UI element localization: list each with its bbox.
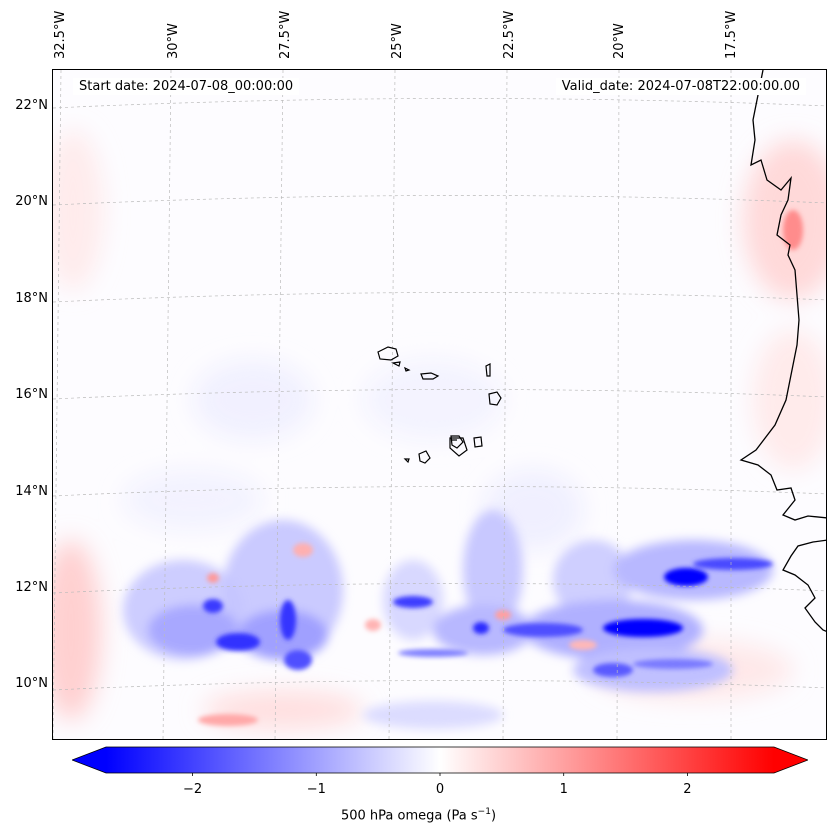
coastline-africa [739,70,826,521]
lat-label-20n: 20°N [15,194,48,209]
lat-label-16n: 16°N [15,387,48,402]
lat-label-12n: 12°N [15,580,48,595]
colorbar-label-close: ) [490,808,497,824]
cb-tick-label-2: 2 [683,782,692,797]
cb-tick-label-0: 0 [435,782,445,797]
cb-tick-label-1: 1 [559,782,568,797]
lon-label-27-5w: 27.5°W [278,10,293,59]
colorbar-body [106,747,774,773]
valid-date-label: Valid_date: 2024-07-08T22:00:00.00 [555,78,806,95]
graticule [53,70,826,739]
map-panel: Start date: 2024-07-08_00:00:00 Valid_da… [52,69,827,740]
cb-tick-label-neg2: −2 [182,782,203,797]
colorbar-extend-low [72,747,106,773]
coastline-africa-south [782,539,826,632]
cb-tick-label-neg1: −1 [306,782,326,797]
cape-verde-islands [377,346,502,464]
start-date-label: Start date: 2024-07-08_00:00:00 [73,78,300,95]
colorbar-extend-high [774,747,808,773]
colorbar-ticks [192,773,688,776]
lat-label-18n: 18°N [15,291,48,306]
colorbar [72,746,808,776]
downward-motion-spots [198,210,803,726]
strong-upward-cores [203,558,773,677]
omega-field-map [53,70,826,739]
lon-label-32-5w: 32.5°W [53,10,68,59]
lat-label-10n: 10°N [15,676,48,691]
lon-label-30w: 30°W [166,23,181,59]
lon-label-17-5w: 17.5°W [724,10,739,59]
colorbar-label: 500 hPa omega (Pa s−1) [0,807,837,823]
lat-label-14n: 14°N [15,484,48,499]
colorbar-outline [72,746,808,774]
lat-label-22n: 22°N [15,98,48,113]
lon-label-20w: 20°W [612,23,627,59]
lon-label-25w: 25°W [390,23,405,59]
lon-label-22-5w: 22.5°W [502,10,517,59]
colorbar-label-text: 500 hPa omega (Pa s [340,808,478,824]
colorbar-label-exponent: −1 [477,807,491,817]
